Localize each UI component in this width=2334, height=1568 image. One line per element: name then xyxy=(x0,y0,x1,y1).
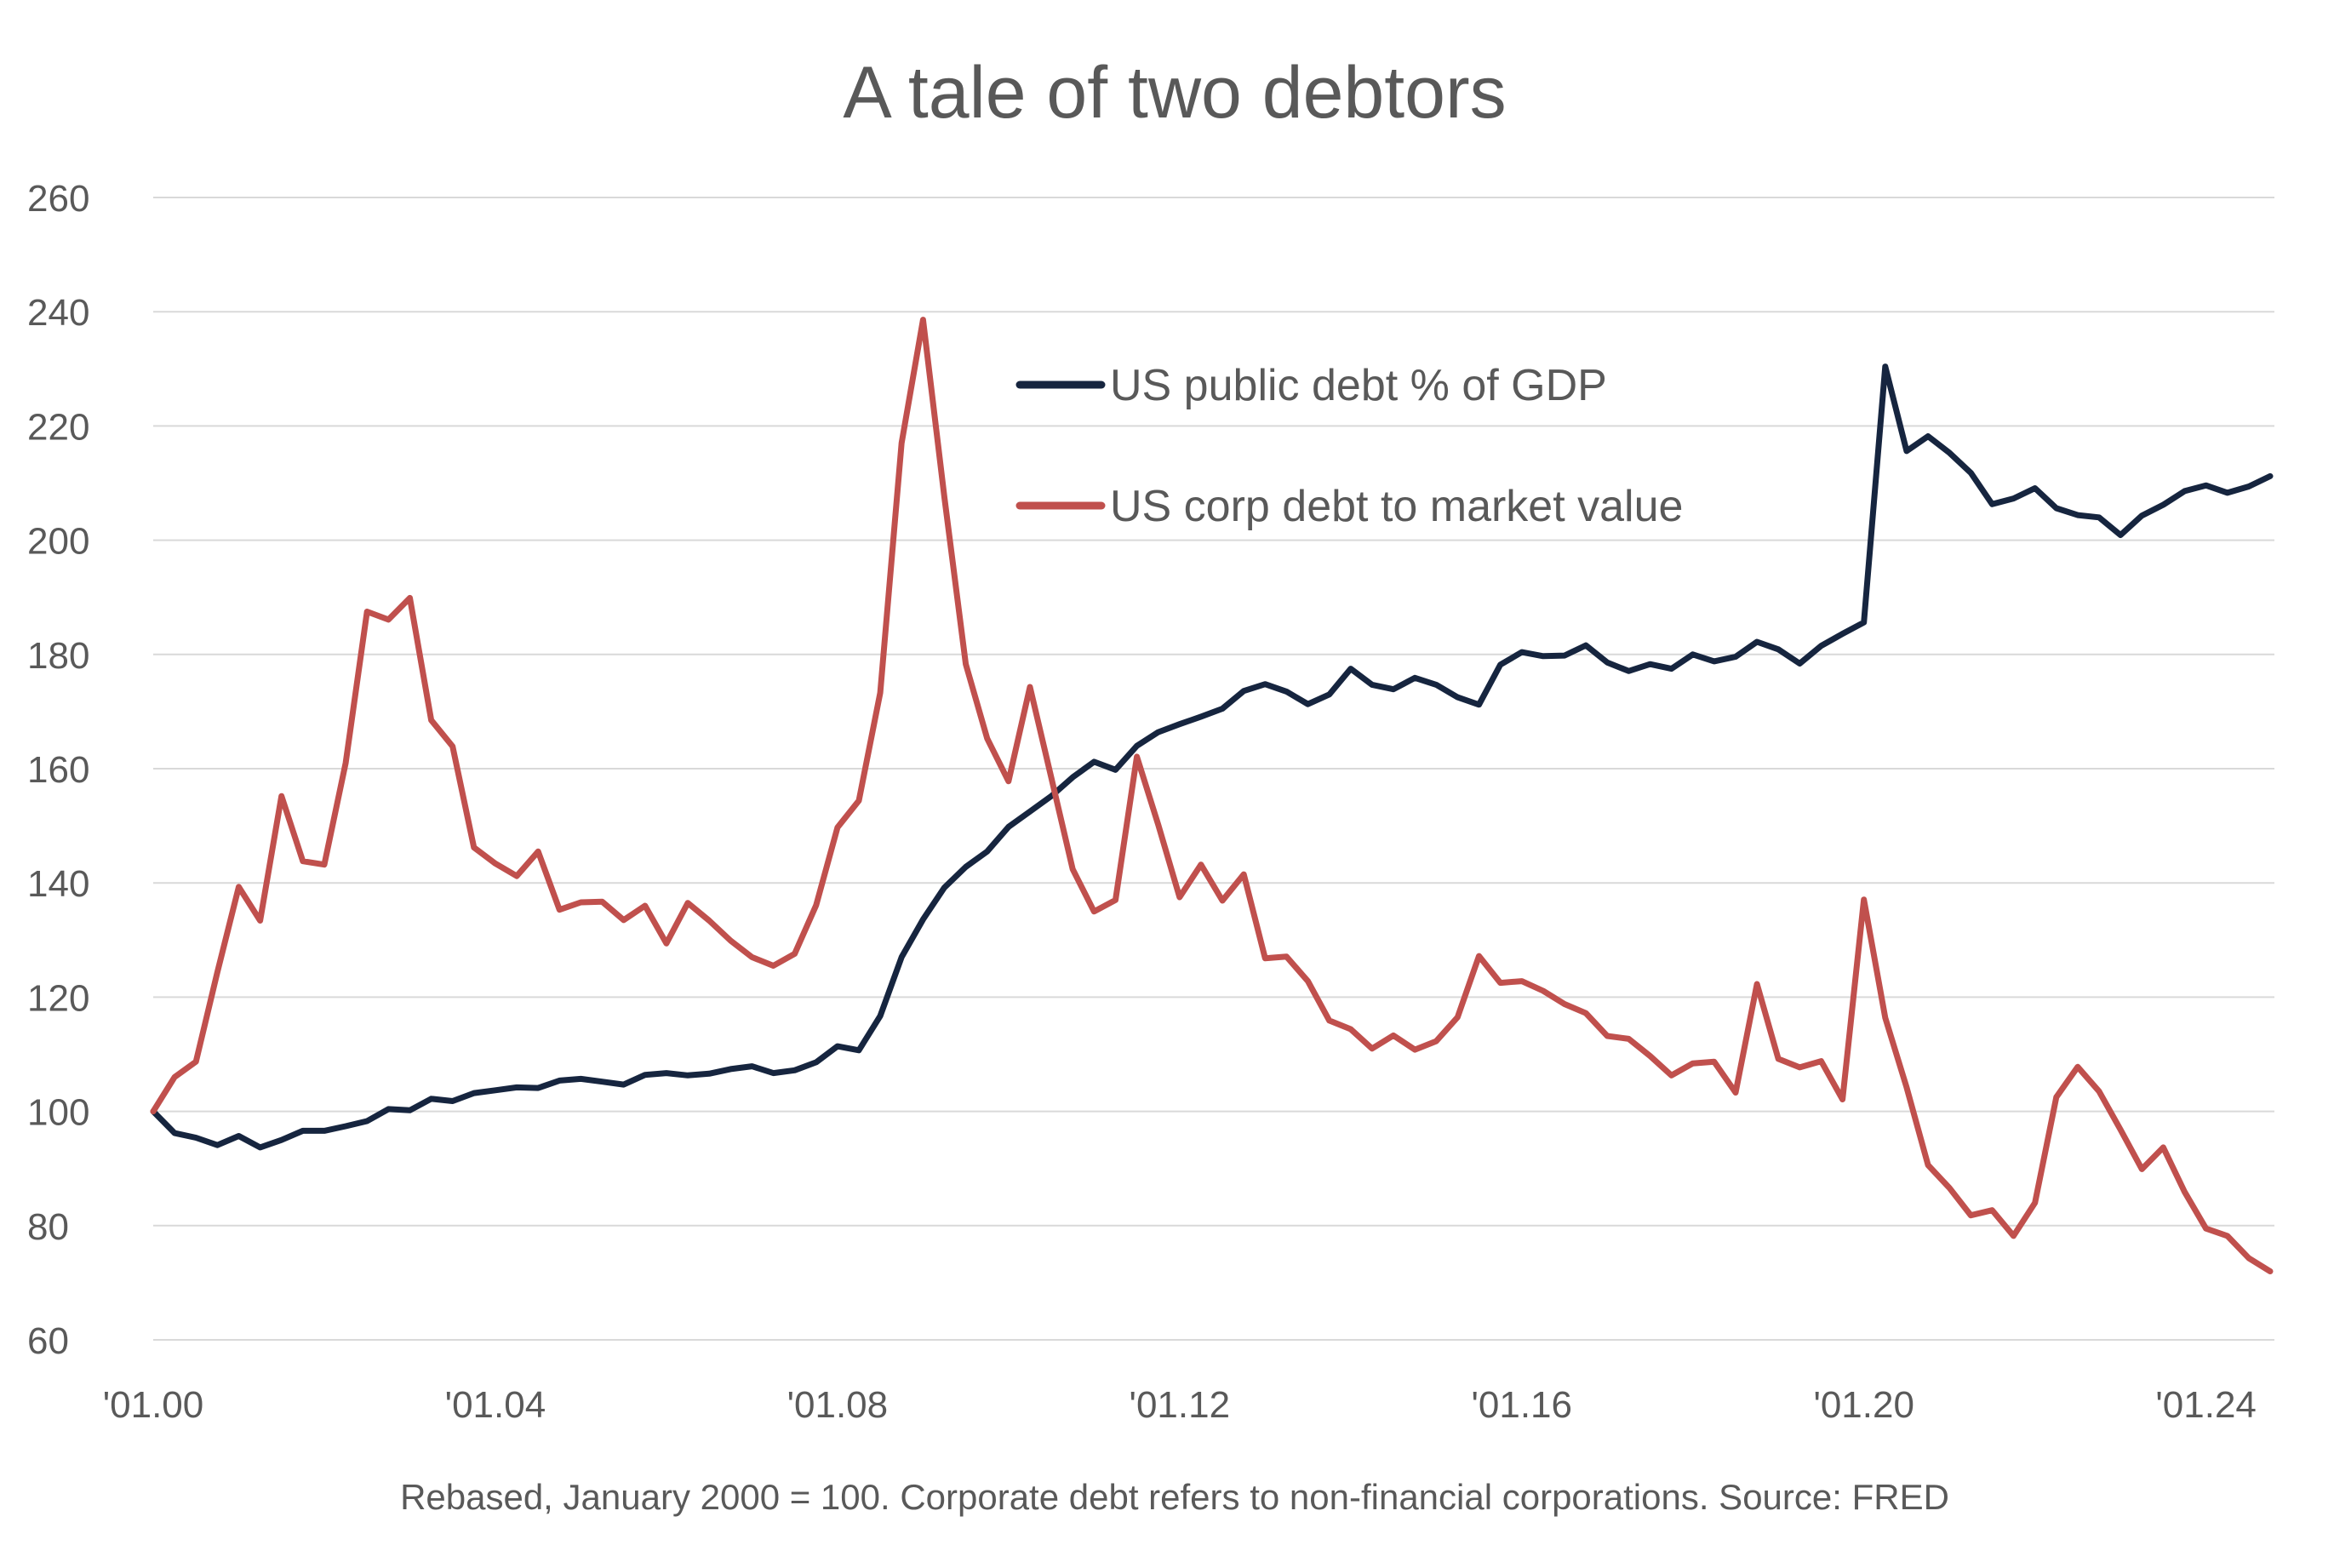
y-tick-label: 120 xyxy=(27,977,89,1019)
legend-label-public-debt: US public debt % of GDP xyxy=(1110,361,1607,410)
y-tick-label: 60 xyxy=(27,1320,69,1362)
series-line-public-debt xyxy=(150,363,2274,1151)
x-tick-label: '01.00 xyxy=(103,1384,204,1426)
y-tick-label: 220 xyxy=(27,406,89,448)
y-tick-label: 160 xyxy=(27,749,89,791)
x-tick-label: '01.08 xyxy=(787,1384,889,1426)
y-axis-tick-labels: 60 80 100 120 140 160 180 200 220 240 260 xyxy=(27,178,89,1362)
legend-label-corp-debt: US corp debt to market value xyxy=(1110,482,1683,531)
x-tick-label: '01.12 xyxy=(1130,1384,1231,1426)
x-tick-label: '01.04 xyxy=(445,1384,546,1426)
x-tick-label: '01.16 xyxy=(1471,1384,1572,1426)
y-tick-label: 80 xyxy=(27,1206,69,1248)
y-tick-label: 260 xyxy=(27,178,89,220)
x-tick-label: '01.24 xyxy=(2155,1384,2257,1426)
y-tick-label: 200 xyxy=(27,521,89,563)
y-tick-label: 180 xyxy=(27,635,89,677)
series-lines xyxy=(150,317,2274,1274)
legend: US public debt % of GDP US corp debt to … xyxy=(1015,361,1683,531)
y-tick-label: 100 xyxy=(27,1092,89,1134)
x-tick-label: '01.20 xyxy=(1813,1384,1914,1426)
x-axis-tick-labels: '01.00 '01.04 '01.08 '01.12 '01.16 '01.20 '01.… xyxy=(103,1384,2257,1426)
chart-title: A tale of two debtors xyxy=(843,52,1506,134)
chart-footnote: Rebased, January 2000 = 100. Corporate d… xyxy=(400,1477,1949,1517)
series-line-corp-debt xyxy=(150,317,2274,1274)
y-tick-label: 140 xyxy=(27,863,89,905)
y-tick-label: 240 xyxy=(27,292,89,334)
